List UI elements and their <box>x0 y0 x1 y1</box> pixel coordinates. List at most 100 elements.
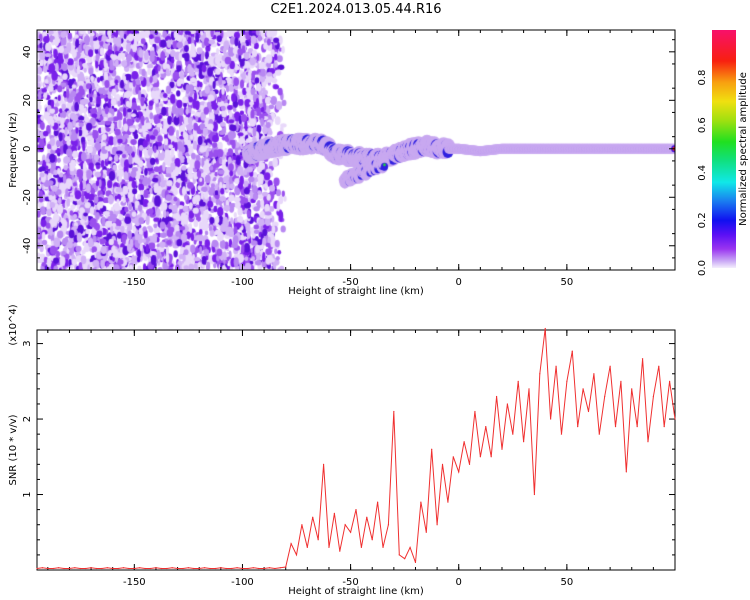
snr-point <box>285 566 287 568</box>
snr-point <box>468 463 471 465</box>
snr-point <box>339 550 341 552</box>
snr-point <box>333 512 335 514</box>
snr-point <box>241 567 244 570</box>
snr-point <box>550 418 552 420</box>
x-tick-label: 0 <box>456 277 462 288</box>
snr-point <box>631 388 633 390</box>
snr-point <box>349 531 352 533</box>
snr-point <box>176 567 179 570</box>
plot-frame <box>36 329 676 571</box>
snr-point <box>220 567 222 569</box>
snr-point <box>149 567 152 570</box>
snr-point <box>658 365 660 367</box>
snr-point <box>122 567 125 569</box>
x-tick-label: 0 <box>456 577 462 588</box>
snr-point <box>198 567 200 570</box>
snr-point <box>544 327 546 330</box>
snr-point <box>647 441 649 443</box>
snr-point <box>420 501 422 503</box>
snr-point <box>668 380 671 382</box>
snr-point <box>598 433 600 435</box>
snr-point <box>495 395 498 398</box>
snr-point <box>322 463 325 465</box>
snr-point <box>452 456 454 458</box>
snr-point <box>63 567 65 570</box>
snr-point <box>68 567 71 570</box>
snr-point <box>160 567 162 570</box>
snr-point <box>85 567 87 570</box>
snr-point <box>587 410 590 413</box>
y-tick-label: 3 <box>22 340 33 346</box>
colorbar-tick-label: 0.6 <box>697 117 708 133</box>
y-multiplier-label: (x10^4) <box>8 304 19 345</box>
snr-point <box>128 567 130 570</box>
x-tick-label: -100 <box>231 277 254 288</box>
snr-point <box>409 546 411 548</box>
snr-point <box>312 516 314 518</box>
snr-point <box>371 539 373 541</box>
snr-point <box>571 350 573 352</box>
colorbar-tick-label: 0.4 <box>697 165 708 181</box>
spectrogram-heatmap <box>37 30 675 270</box>
snr-point <box>74 567 76 569</box>
y-tick-label: -20 <box>22 189 33 205</box>
y-tick-label: 1 <box>22 491 33 497</box>
snr-point <box>306 546 308 548</box>
snr-point <box>604 395 606 398</box>
snr-point <box>674 418 676 420</box>
snr-point <box>187 567 189 569</box>
snr-point <box>247 567 249 570</box>
snr-point <box>144 567 146 570</box>
plot-frame <box>36 29 676 271</box>
snr-point <box>252 567 254 569</box>
snr-line <box>36 328 676 570</box>
snr-point <box>652 395 654 398</box>
snr-point <box>155 567 157 569</box>
snr-point <box>501 448 503 450</box>
snr-point <box>95 567 98 570</box>
y-tick-label: 2 <box>22 416 33 422</box>
snr-point <box>436 524 438 526</box>
x-tick-label: 50 <box>560 577 573 588</box>
x-axis-label: Height of straight line (km) <box>288 286 424 297</box>
snr-point <box>133 567 135 570</box>
snr-point <box>533 493 536 496</box>
snr-point <box>609 365 611 367</box>
snr-point <box>431 448 433 450</box>
snr-point <box>90 567 92 569</box>
snr-point <box>355 509 357 511</box>
colorbar-tick-label: 0.0 <box>697 260 708 276</box>
snr-point <box>414 561 417 564</box>
y-tick-label: 20 <box>22 94 33 107</box>
snr-point <box>79 567 81 570</box>
snr-point <box>404 558 406 560</box>
snr-point <box>263 567 265 570</box>
y-tick-label: 40 <box>22 45 33 58</box>
snr-point <box>625 471 627 473</box>
snr-point <box>641 358 644 360</box>
snr-point <box>512 433 514 435</box>
snr-point <box>317 539 319 541</box>
snr-point <box>193 567 195 570</box>
x-tick-label: 50 <box>560 277 573 288</box>
snr-point <box>58 567 60 569</box>
snr-point <box>614 426 617 428</box>
snr-point <box>258 567 260 570</box>
x-tick-label: -50 <box>342 577 358 588</box>
y-tick-label: 0 <box>22 146 33 152</box>
snr-point <box>36 567 38 570</box>
snr-point <box>236 567 238 569</box>
x-tick-label: -150 <box>123 577 146 588</box>
y-tick-label: -40 <box>22 238 33 254</box>
snr-point <box>620 380 622 382</box>
snr-point <box>582 388 584 390</box>
snr-point <box>560 433 563 435</box>
snr-point <box>577 426 579 428</box>
colorbar-tick-label: 0.8 <box>697 70 708 86</box>
snr-point <box>41 567 44 569</box>
snr-point <box>636 426 638 428</box>
colorbar <box>712 30 736 268</box>
snr-point <box>441 463 444 465</box>
y-axis-label: SNR (10 * v/v) <box>8 414 19 485</box>
